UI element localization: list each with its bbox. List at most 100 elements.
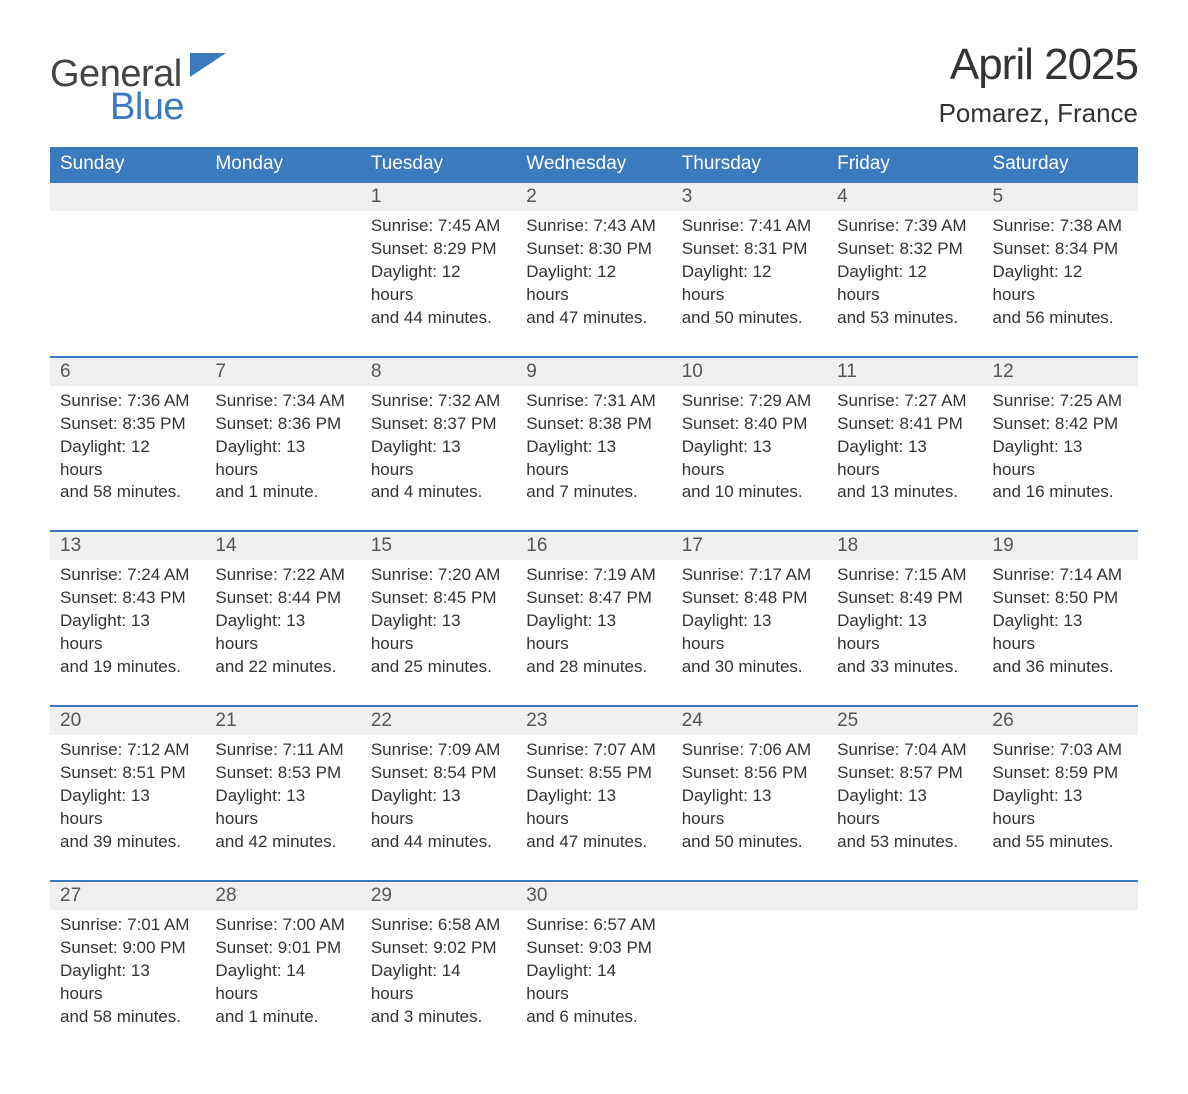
day-cell	[205, 211, 360, 357]
day1-text: Daylight: 12 hours	[993, 261, 1128, 307]
day-cell: Sunrise: 7:27 AMSunset: 8:41 PMDaylight:…	[827, 386, 982, 532]
date-cell: 7	[205, 357, 360, 386]
sunrise-text: Sunrise: 7:04 AM	[837, 739, 972, 762]
day-cell: Sunrise: 7:31 AMSunset: 8:38 PMDaylight:…	[516, 386, 671, 532]
day-cell: Sunrise: 7:17 AMSunset: 8:48 PMDaylight:…	[672, 560, 827, 706]
day1-text: Daylight: 13 hours	[993, 785, 1128, 831]
sunset-text: Sunset: 8:32 PM	[837, 238, 972, 261]
sunset-text: Sunset: 8:48 PM	[682, 587, 817, 610]
sunrise-text: Sunrise: 7:20 AM	[371, 564, 506, 587]
date-cell	[827, 881, 982, 910]
day1-text: Daylight: 13 hours	[526, 436, 661, 482]
date-cell: 18	[827, 531, 982, 560]
sunrise-text: Sunrise: 6:57 AM	[526, 914, 661, 937]
sunset-text: Sunset: 8:41 PM	[837, 413, 972, 436]
sunrise-text: Sunrise: 7:41 AM	[682, 215, 817, 238]
sunset-text: Sunset: 8:59 PM	[993, 762, 1128, 785]
day1-text: Daylight: 13 hours	[682, 785, 817, 831]
day2-text: and 22 minutes.	[215, 656, 350, 679]
day1-text: Daylight: 12 hours	[60, 436, 195, 482]
sunset-text: Sunset: 8:42 PM	[993, 413, 1128, 436]
weekday-thursday: Thursday	[672, 147, 827, 182]
date-row: 13141516171819	[50, 531, 1138, 560]
sunrise-text: Sunrise: 7:11 AM	[215, 739, 350, 762]
day-cell: Sunrise: 7:36 AMSunset: 8:35 PMDaylight:…	[50, 386, 205, 532]
day1-text: Daylight: 13 hours	[837, 610, 972, 656]
day2-text: and 33 minutes.	[837, 656, 972, 679]
day-cell: Sunrise: 7:34 AMSunset: 8:36 PMDaylight:…	[205, 386, 360, 532]
date-cell: 12	[983, 357, 1138, 386]
day-cell: Sunrise: 7:04 AMSunset: 8:57 PMDaylight:…	[827, 735, 982, 881]
sunset-text: Sunset: 8:53 PM	[215, 762, 350, 785]
day-cell: Sunrise: 7:41 AMSunset: 8:31 PMDaylight:…	[672, 211, 827, 357]
title-block: April 2025 Pomarez, France	[939, 40, 1138, 129]
weekday-friday: Friday	[827, 147, 982, 182]
day-cell: Sunrise: 7:20 AMSunset: 8:45 PMDaylight:…	[361, 560, 516, 706]
sunrise-text: Sunrise: 7:34 AM	[215, 390, 350, 413]
day-cell	[50, 211, 205, 357]
day1-text: Daylight: 13 hours	[526, 610, 661, 656]
day1-text: Daylight: 13 hours	[526, 785, 661, 831]
date-cell: 26	[983, 706, 1138, 735]
day2-text: and 28 minutes.	[526, 656, 661, 679]
sunset-text: Sunset: 8:37 PM	[371, 413, 506, 436]
sunrise-text: Sunrise: 7:43 AM	[526, 215, 661, 238]
day1-text: Daylight: 13 hours	[371, 785, 506, 831]
logo-flag-icon	[190, 53, 226, 82]
day1-text: Daylight: 12 hours	[837, 261, 972, 307]
day2-text: and 58 minutes.	[60, 481, 195, 504]
date-cell: 30	[516, 881, 671, 910]
date-cell: 16	[516, 531, 671, 560]
date-cell	[983, 881, 1138, 910]
sunrise-text: Sunrise: 7:24 AM	[60, 564, 195, 587]
sunset-text: Sunset: 9:00 PM	[60, 937, 195, 960]
day-cell: Sunrise: 7:11 AMSunset: 8:53 PMDaylight:…	[205, 735, 360, 881]
day1-text: Daylight: 13 hours	[682, 436, 817, 482]
calendar-table: Sunday Monday Tuesday Wednesday Thursday…	[50, 147, 1138, 1054]
day2-text: and 53 minutes.	[837, 307, 972, 330]
sunset-text: Sunset: 8:43 PM	[60, 587, 195, 610]
sunrise-text: Sunrise: 7:17 AM	[682, 564, 817, 587]
day1-text: Daylight: 13 hours	[837, 785, 972, 831]
sunrise-text: Sunrise: 7:07 AM	[526, 739, 661, 762]
weekday-wednesday: Wednesday	[516, 147, 671, 182]
page-title: April 2025	[939, 40, 1138, 90]
day1-text: Daylight: 13 hours	[837, 436, 972, 482]
day1-text: Daylight: 13 hours	[60, 610, 195, 656]
day2-text: and 10 minutes.	[682, 481, 817, 504]
day-cell	[983, 910, 1138, 1055]
sunset-text: Sunset: 8:38 PM	[526, 413, 661, 436]
date-cell: 22	[361, 706, 516, 735]
day1-text: Daylight: 13 hours	[371, 436, 506, 482]
sunrise-text: Sunrise: 7:36 AM	[60, 390, 195, 413]
day-cell	[827, 910, 982, 1055]
day-cell: Sunrise: 7:09 AMSunset: 8:54 PMDaylight:…	[361, 735, 516, 881]
sunset-text: Sunset: 8:34 PM	[993, 238, 1128, 261]
weekday-header-row: Sunday Monday Tuesday Wednesday Thursday…	[50, 147, 1138, 182]
day2-text: and 50 minutes.	[682, 307, 817, 330]
day-cell: Sunrise: 7:24 AMSunset: 8:43 PMDaylight:…	[50, 560, 205, 706]
day2-text: and 36 minutes.	[993, 656, 1128, 679]
date-cell: 14	[205, 531, 360, 560]
sunrise-text: Sunrise: 7:00 AM	[215, 914, 350, 937]
day2-text: and 13 minutes.	[837, 481, 972, 504]
sunset-text: Sunset: 8:35 PM	[60, 413, 195, 436]
sunset-text: Sunset: 9:03 PM	[526, 937, 661, 960]
day2-text: and 19 minutes.	[60, 656, 195, 679]
header: General Blue April 2025 Pomarez, France	[50, 40, 1138, 129]
sunrise-text: Sunrise: 7:31 AM	[526, 390, 661, 413]
day2-text: and 16 minutes.	[993, 481, 1128, 504]
date-cell: 4	[827, 182, 982, 211]
sunset-text: Sunset: 8:45 PM	[371, 587, 506, 610]
day-cell: Sunrise: 7:29 AMSunset: 8:40 PMDaylight:…	[672, 386, 827, 532]
sunrise-text: Sunrise: 7:38 AM	[993, 215, 1128, 238]
date-row: 12345	[50, 182, 1138, 211]
day1-text: Daylight: 12 hours	[371, 261, 506, 307]
day2-text: and 1 minute.	[215, 481, 350, 504]
date-cell: 9	[516, 357, 671, 386]
sunset-text: Sunset: 8:51 PM	[60, 762, 195, 785]
day1-text: Daylight: 13 hours	[60, 960, 195, 1006]
day1-text: Daylight: 13 hours	[215, 436, 350, 482]
day2-text: and 47 minutes.	[526, 831, 661, 854]
day-cell: Sunrise: 6:57 AMSunset: 9:03 PMDaylight:…	[516, 910, 671, 1055]
